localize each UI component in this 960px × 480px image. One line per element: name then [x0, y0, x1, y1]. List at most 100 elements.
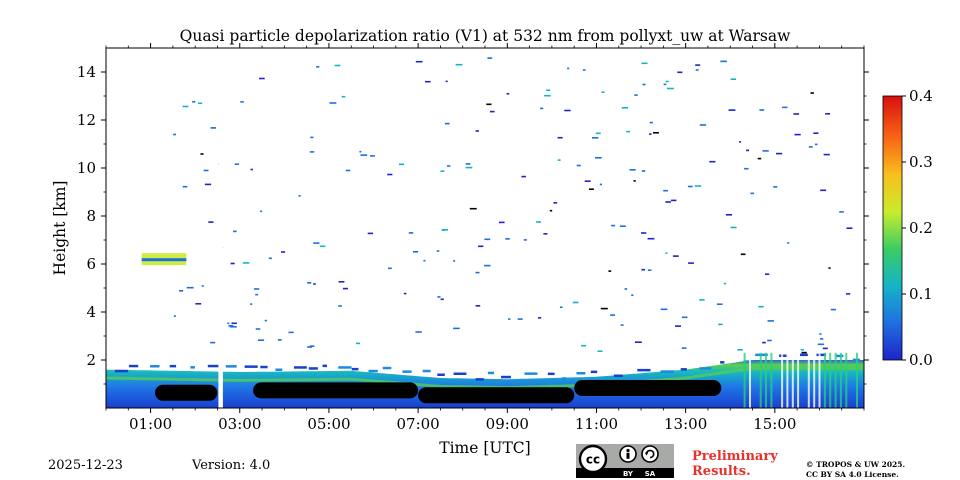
noise-column: [765, 352, 767, 408]
scatter-pixel: [681, 347, 687, 349]
colorbar-ticks: 0.0 0.1 0.2 0.3 0.4: [902, 87, 933, 369]
scatter-pixel: [455, 63, 463, 66]
y-tick-label: 6: [86, 255, 96, 273]
noise-column: [791, 352, 794, 408]
scatter-pixel: [338, 281, 345, 283]
scatter-pixel: [423, 259, 426, 262]
noise-column: [759, 352, 762, 408]
scatter-pixel: [817, 343, 825, 346]
cloud-band: [418, 387, 575, 404]
scatter-pixel: [670, 199, 677, 202]
boundary-layer-fragment: [720, 361, 725, 364]
x-tick-label: 13:00: [664, 415, 707, 433]
scatter-pixel: [255, 293, 259, 296]
scatter-pixel: [595, 132, 601, 135]
scatter-pixel: [230, 262, 235, 265]
scatter-pixel: [277, 339, 282, 341]
scatter-pixel: [465, 166, 473, 169]
boundary-layer-fragment: [225, 365, 237, 368]
scatter-pixel: [589, 188, 594, 190]
noise-column: [797, 352, 800, 408]
boundary-layer-fragment: [501, 375, 511, 379]
scatter-pixel: [242, 262, 250, 264]
scatter-pixel: [758, 305, 764, 308]
colorbar-tick-label: 0.0: [909, 351, 933, 369]
scatter-pixel: [730, 78, 736, 80]
colorbar-tick-label: 0.3: [909, 153, 933, 171]
scatter-pixel: [345, 169, 351, 172]
scatter-pixel: [828, 267, 831, 269]
scatter-pixel: [660, 308, 668, 311]
scatter-pixel: [687, 185, 693, 188]
scatter-pixel: [445, 80, 448, 83]
scatter-pixel: [440, 170, 445, 172]
scatter-pixel: [814, 143, 818, 146]
scatter-pixel: [186, 286, 194, 289]
boundary-layer-fragment: [680, 368, 687, 371]
elevated-layer-edge: [141, 258, 187, 262]
scatter-pixel: [313, 283, 316, 285]
scatter-pixel: [195, 303, 202, 305]
scatter-pixel: [619, 225, 626, 227]
scatter-pixel: [469, 207, 477, 210]
scatter-pixel: [436, 250, 440, 252]
scatter-pixel: [250, 303, 253, 305]
scatter-pixel: [338, 305, 342, 307]
scatter-pixel: [822, 347, 828, 350]
scatter-pixel: [447, 165, 451, 167]
scatter-pixel: [298, 195, 301, 197]
scatter-pixel: [182, 105, 189, 108]
scatter-pixel: [198, 102, 203, 105]
noise-column: [749, 352, 751, 408]
scatter-pixel: [538, 317, 542, 319]
scatter-pixel: [808, 146, 813, 148]
scatter-pixel: [475, 130, 479, 132]
x-axis: 01:00 03:00 05:00 07:00 09:00 11:00 13:00 15:00: [105, 43, 865, 433]
boundary-layer-fragment: [207, 364, 220, 368]
scatter-pixel: [846, 293, 851, 295]
scatter-pixel: [794, 133, 801, 136]
colorbar-tick-label: 0.1: [909, 285, 933, 303]
scatter-pixel: [425, 80, 431, 83]
boundary-layer-fragment: [576, 372, 586, 375]
cloud-band: [155, 384, 218, 401]
scatter-pixel: [367, 232, 374, 235]
scatter-pixel: [536, 221, 541, 223]
cc-license-badge: cc BY SA: [576, 444, 674, 478]
by-text: BY: [623, 470, 634, 478]
scatter-pixel: [597, 350, 603, 352]
scatter-pixel: [695, 64, 701, 66]
scatter-pixel: [441, 229, 448, 231]
scatter-pixel: [846, 227, 853, 229]
scatter-pixel: [228, 325, 234, 327]
x-tick-label: 11:00: [575, 415, 618, 433]
scatter-pixel: [634, 341, 642, 343]
scatter-pixel: [647, 269, 652, 271]
scatter-pixel: [508, 318, 511, 320]
scatter-pixel: [631, 294, 634, 296]
scatter-pixel: [767, 320, 775, 322]
scatter-pixel: [549, 209, 553, 212]
scatter-pixel: [234, 163, 240, 165]
y-tick-label: 2: [86, 351, 96, 369]
boundary-layer-fragment: [524, 372, 538, 375]
scatter-pixel: [666, 87, 674, 90]
scatter-pixel: [487, 57, 493, 59]
scatter-pixel: [204, 183, 212, 186]
scatter-pixel: [521, 175, 526, 178]
scatter-pixel: [716, 303, 723, 305]
scatter-pixel: [329, 102, 337, 104]
scatter-pixel: [484, 264, 491, 267]
scatter-pixel: [517, 318, 523, 320]
scatter-pixel: [182, 185, 188, 188]
noise-column: [845, 352, 848, 408]
scatter-pixel: [740, 253, 746, 256]
scatter-pixel: [264, 319, 267, 322]
scatter-pixel: [584, 180, 591, 182]
scatter-pixel: [776, 152, 783, 155]
scatter-pixel: [665, 252, 668, 254]
boundary-layer-fragment: [453, 372, 467, 375]
scatter-pixel: [453, 260, 456, 262]
cc-icon-text: cc: [586, 453, 600, 467]
scatter-pixel: [557, 136, 563, 139]
